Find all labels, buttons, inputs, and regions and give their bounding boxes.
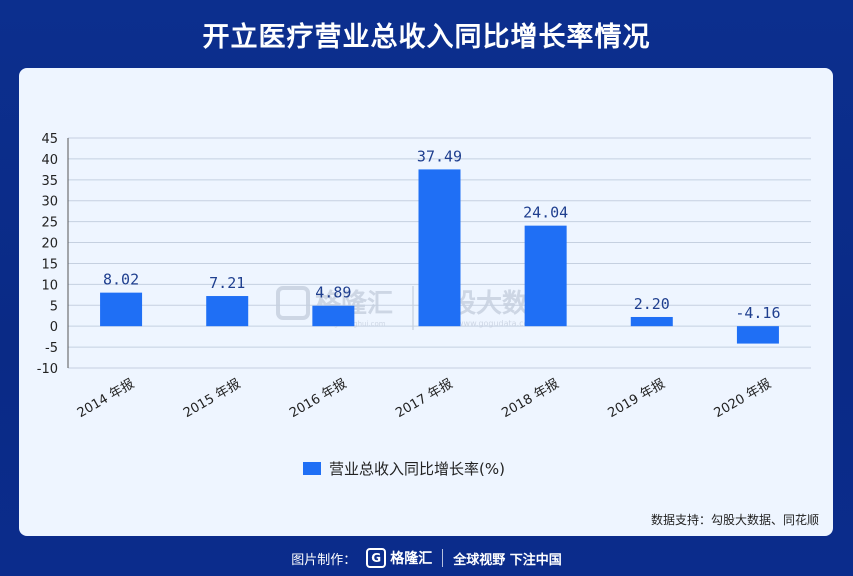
x-tick-label: 2015 年报 [181, 376, 243, 421]
data-label: 7.21 [209, 274, 245, 292]
bar [524, 225, 567, 327]
footer-divider [442, 549, 444, 567]
brand-logo: G 格隆汇 [366, 548, 432, 568]
bar [312, 305, 355, 327]
made-by-label: 图片制作： [291, 552, 357, 568]
y-tick-label: 35 [41, 174, 58, 189]
bar [418, 169, 461, 327]
y-tick-label: 0 [50, 320, 58, 335]
y-tick-label: 20 [41, 237, 58, 252]
footer: 图片制作： G 格隆汇 全球视野 下注中国 [0, 540, 853, 576]
bar [630, 316, 673, 327]
data-label: 37.49 [417, 147, 462, 165]
x-tick-label: 2018 年报 [499, 376, 561, 421]
watermark-logo-icon [276, 286, 310, 320]
brand-name: 格隆汇 [390, 551, 433, 567]
data-label: 2.20 [634, 295, 670, 313]
legend-swatch [303, 462, 321, 475]
y-tick-label: 30 [41, 195, 58, 210]
watermark-url-right: www.gogudata.com [457, 319, 536, 328]
y-tick-label: 5 [50, 299, 58, 314]
x-tick-label: 2016 年报 [287, 376, 349, 421]
footer-slogan: 全球视野 下注中国 [453, 552, 562, 568]
x-tick-label: 2014 年报 [75, 376, 137, 421]
y-tick-label: -10 [37, 362, 58, 377]
x-tick-label: 2020 年报 [712, 376, 774, 421]
y-tick-label: 15 [41, 257, 58, 272]
y-tick-label: 25 [41, 216, 58, 231]
y-tick-label: -5 [45, 341, 58, 356]
data-label: -4.16 [735, 304, 780, 322]
bar [100, 292, 143, 327]
bar [206, 296, 249, 327]
y-tick-label: 45 [41, 132, 58, 147]
bar-chart: 格隆汇www.gelonghui.com勾股大数据www.gogudata.co… [37, 132, 811, 478]
brand-logo-icon: G [366, 548, 387, 568]
y-tick-label: 10 [41, 278, 58, 293]
data-source: 数据支持：勾股大数据、同花顺 [650, 513, 819, 527]
data-label: 24.04 [523, 204, 568, 222]
legend-label: 营业总收入同比增长率(%) [329, 460, 505, 478]
y-tick-label: 40 [41, 153, 58, 168]
x-tick-label: 2019 年报 [606, 376, 668, 421]
data-label: 4.89 [315, 284, 351, 302]
bar [736, 326, 779, 344]
data-label: 8.02 [103, 271, 139, 289]
chart-title: 开立医疗营业总收入同比增长率情况 [202, 21, 651, 53]
chart-panel: 格隆汇www.gelonghui.com勾股大数据www.gogudata.co… [19, 68, 833, 536]
x-tick-label: 2017 年报 [393, 376, 455, 421]
